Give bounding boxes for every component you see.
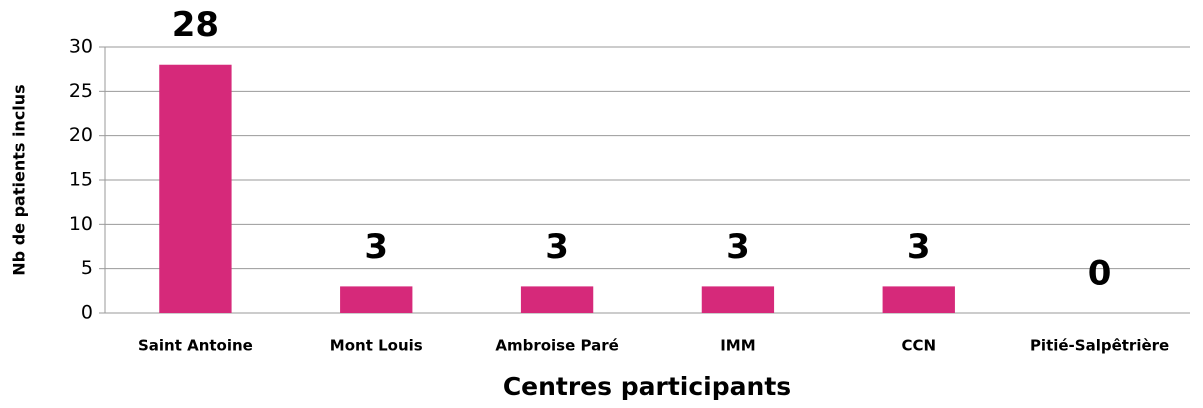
x-tick-label: Mont Louis — [330, 337, 423, 355]
bar — [340, 286, 413, 313]
bar — [701, 286, 775, 313]
x-tick-label: CCN — [901, 337, 936, 355]
y-tick-label: 0 — [81, 302, 93, 324]
x-tick-label: IMM — [720, 337, 755, 355]
y-tick-label: 20 — [69, 124, 93, 146]
value-label: 3 — [907, 227, 931, 267]
x-tick-label: Saint Antoine — [138, 337, 253, 355]
value-label: 3 — [726, 227, 750, 267]
x-axis-title: Centres participants — [503, 372, 791, 401]
x-tick-label: Pitié-Salpêtrière — [1030, 337, 1169, 355]
y-tick-label: 30 — [69, 36, 93, 58]
y-tick-label: 10 — [69, 213, 93, 235]
value-label: 3 — [364, 227, 388, 267]
value-label: 3 — [545, 227, 569, 267]
y-tick-label: 5 — [81, 257, 93, 279]
y-tick-label: 25 — [69, 80, 93, 102]
value-label: 28 — [172, 5, 219, 45]
bar — [159, 64, 232, 313]
value-label: 0 — [1088, 254, 1112, 294]
y-axis-title: Nb de patients inclus — [10, 84, 29, 275]
x-tick-label: Ambroise Paré — [495, 337, 618, 355]
bar — [520, 286, 594, 313]
y-tick-label: 15 — [69, 169, 93, 191]
bar — [882, 286, 955, 313]
